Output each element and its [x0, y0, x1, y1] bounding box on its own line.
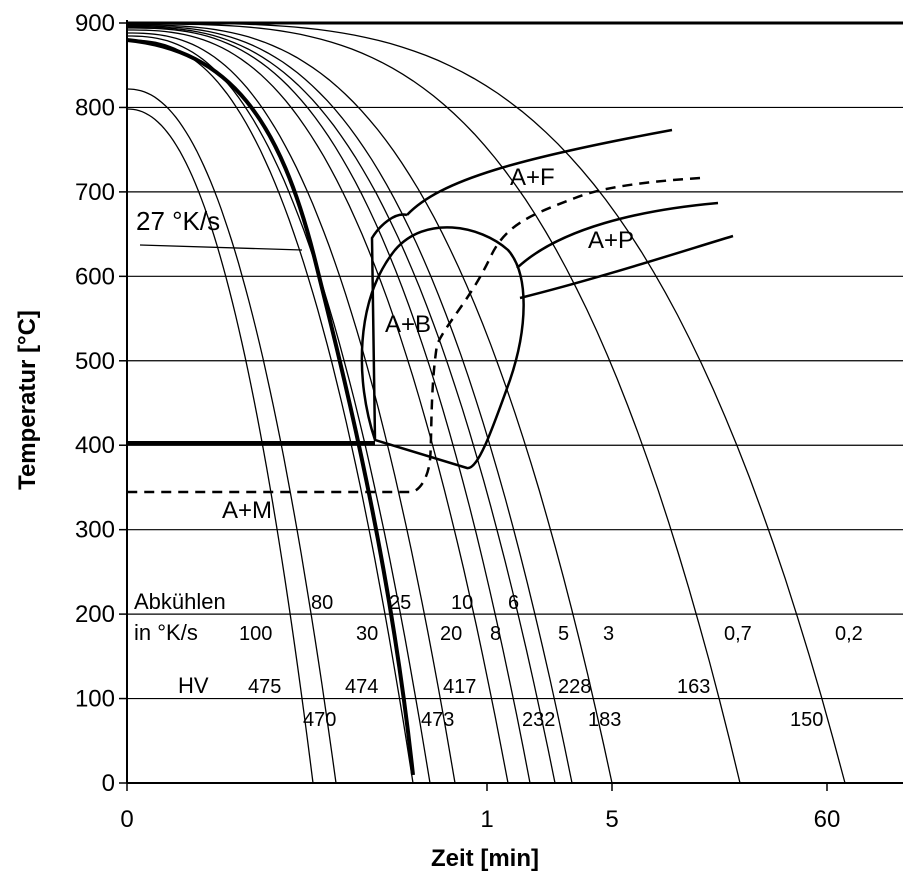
cooling-curve-5 [127, 32, 456, 784]
hardness-value-2: 470 [303, 709, 336, 731]
cooling-curves [126, 22, 846, 784]
cooling-curve-7 [127, 27, 531, 784]
cooling-rate-value-3: 30 [356, 623, 378, 645]
cooling-rate-value-6: 10 [451, 592, 473, 614]
phase-label-a-p: A+P [588, 227, 634, 254]
phase-label-a-m: A+M [222, 497, 272, 524]
hardness-heading: HV [178, 673, 209, 698]
x-tick-label-60: 60 [814, 806, 841, 833]
x-tick-label-5: 5 [605, 806, 618, 833]
phase-label-a-b: A+B [385, 311, 431, 338]
cooling-rate-unit: in °K/s [134, 620, 198, 645]
cooling-curve-2 [126, 88, 337, 784]
critical-curve-leader [139, 244, 303, 251]
cooling-curve-9 [127, 25, 573, 784]
cooling-rate-value-2: 80 [311, 592, 333, 614]
cooling-rate-value-11: 0,7 [724, 623, 752, 645]
pearlite-end-line [519, 234, 734, 300]
cooling-curve-6 [127, 29, 509, 784]
cooling-curve-8 [127, 26, 556, 784]
y-tick-label-900: 900 [75, 10, 115, 37]
y-tick-label-300: 300 [75, 517, 115, 544]
phase-label-a-f: A+F [510, 164, 555, 191]
cooling-rate-value-4: 25 [389, 592, 411, 614]
annotations: 27 °K/s Abkühlen in °K/s 100 80 30 25 20 10 86 5 3 0… [134, 206, 863, 731]
phase-regions: A+F A+P A+B A+M [127, 128, 734, 524]
hardness-value-3: 474 [345, 676, 378, 698]
y-axis-ticks: 0 100 200 300 400 500 600 700 800 900 [75, 10, 127, 797]
hardness-value-5: 417 [443, 676, 476, 698]
hardness-value-8: 183 [588, 709, 621, 731]
hardness-value-4: 473 [421, 709, 454, 731]
ferrite-start-line [406, 128, 673, 216]
x-axis-ticks: 0 1 5 60 [120, 783, 840, 833]
cooling-rate-value-8: 6 [508, 592, 519, 614]
hardness-value-6: 232 [522, 709, 555, 731]
hardness-value-10: 150 [790, 709, 823, 731]
y-tick-label-600: 600 [75, 263, 115, 290]
x-tick-label-1: 1 [480, 806, 493, 833]
y-tick-label-400: 400 [75, 432, 115, 459]
pearlite-start-line [516, 201, 719, 269]
cooling-curve-12 [127, 22, 846, 784]
hardness-value-7: 228 [558, 676, 591, 698]
y-tick-label-500: 500 [75, 348, 115, 375]
y-tick-label-100: 100 [75, 686, 115, 713]
cooling-curve-10 [127, 24, 613, 784]
cooling-curve-1 [126, 108, 314, 784]
critical-cooling-curve [126, 38, 415, 776]
cooling-rate-value-9: 5 [558, 623, 569, 645]
x-tick-label-0: 0 [120, 806, 133, 833]
cooling-rate-heading: Abkühlen [134, 589, 226, 614]
y-tick-label-200: 200 [75, 601, 115, 628]
y-tick-label-0: 0 [102, 770, 115, 797]
cooling-rate-value-12: 0,2 [835, 623, 863, 645]
critical-rate-label: 27 °K/s [136, 206, 220, 236]
cooling-rate-value-7: 8 [490, 623, 501, 645]
bainite-region-outline [360, 213, 525, 470]
y-tick-label-700: 700 [75, 179, 115, 206]
y-tick-label-800: 800 [75, 94, 115, 121]
cooling-rate-value-5: 20 [440, 623, 462, 645]
cooling-curve-11 [127, 23, 741, 784]
cooling-rate-value-10: 3 [603, 623, 614, 645]
martensite-dashed-boundary [127, 176, 701, 494]
cooling-rate-value-1: 100 [239, 623, 272, 645]
hardness-value-9: 163 [677, 676, 710, 698]
x-axis-title: Zeit [min] [431, 845, 539, 872]
y-axis-title: Temperatur [°C] [14, 310, 41, 490]
cooling-curve-4 [127, 35, 431, 784]
hardness-value-1: 475 [248, 676, 281, 698]
